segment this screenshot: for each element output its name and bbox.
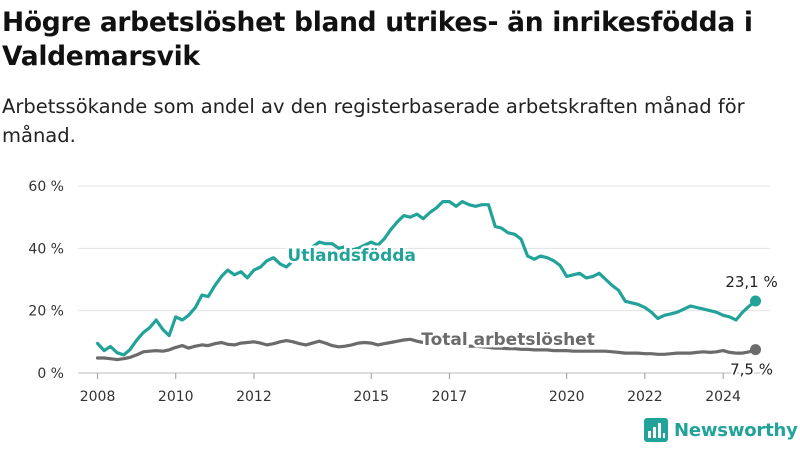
series-lines — [95, 200, 762, 362]
series-label-utlandsfodda: Utlandsfödda — [287, 246, 416, 266]
x-axis-ticks: 2008 2010 2012 2015 2017 2020 2022 2024 — [80, 373, 741, 405]
y-tick-label: 40 % — [28, 241, 64, 257]
x-tick-label: 2008 — [80, 389, 116, 405]
x-tick-label: 2020 — [549, 389, 585, 405]
end-label-utlandsfodda: 23,1 % — [725, 273, 777, 291]
end-point-total-arbetsloshet — [750, 344, 762, 356]
bar-chart-logo-icon — [644, 418, 668, 442]
x-tick-label: 2024 — [705, 389, 741, 405]
y-axis-ticks: 0 % 20 % 40 % 60 % — [28, 179, 64, 382]
gridlines — [78, 185, 770, 374]
x-tick-label: 2010 — [158, 389, 194, 405]
end-point-utlandsfodda — [750, 295, 762, 307]
chart-subtitle: Arbetssökande som andel av den registerb… — [2, 95, 745, 147]
y-tick-label: 60 % — [28, 179, 64, 195]
newsworthy-logo: Newsworthy — [644, 418, 798, 442]
x-tick-label: 2022 — [627, 389, 663, 405]
series-label-total-arbetsloshet: Total arbetslöshet — [421, 330, 595, 350]
x-tick-label: 2015 — [353, 389, 389, 405]
series-labels: 23,1 % 7,5 % Utlandsfödda Total arbetslöshe… — [285, 243, 780, 380]
x-tick-label: 2012 — [236, 389, 272, 405]
brand-name: Newsworthy — [674, 419, 798, 441]
y-tick-label: 20 % — [28, 304, 64, 320]
chart-title: Högre arbetslöshet bland utrikes- än inr… — [2, 7, 753, 72]
x-tick-label: 2017 — [432, 389, 468, 405]
series-line-total-arbetsloshet — [95, 337, 758, 362]
y-tick-label: 0 % — [37, 366, 64, 382]
series-line-utlandsfodda — [95, 200, 758, 357]
end-label-total-arbetsloshet: 7,5 % — [730, 361, 773, 379]
